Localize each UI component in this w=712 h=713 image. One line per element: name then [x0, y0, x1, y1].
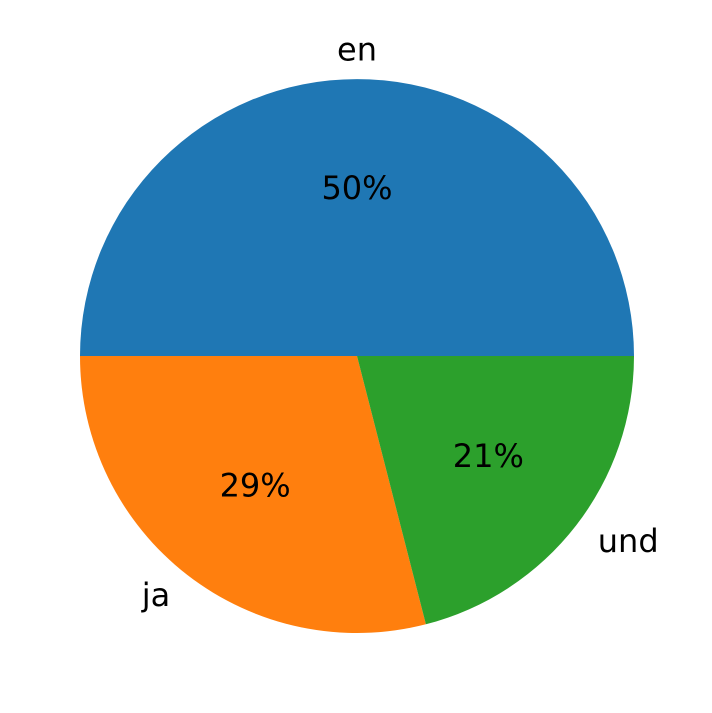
slice-label: ja: [141, 576, 171, 614]
percent-label: 29%: [220, 466, 291, 504]
slice-label: en: [337, 30, 377, 68]
percent-label: 21%: [453, 437, 524, 475]
percent-label: 50%: [321, 169, 392, 207]
slice-label: und: [598, 522, 659, 560]
pie-slice: [357, 356, 634, 625]
pie-slice: [80, 79, 634, 356]
pie-slice: [80, 356, 426, 633]
